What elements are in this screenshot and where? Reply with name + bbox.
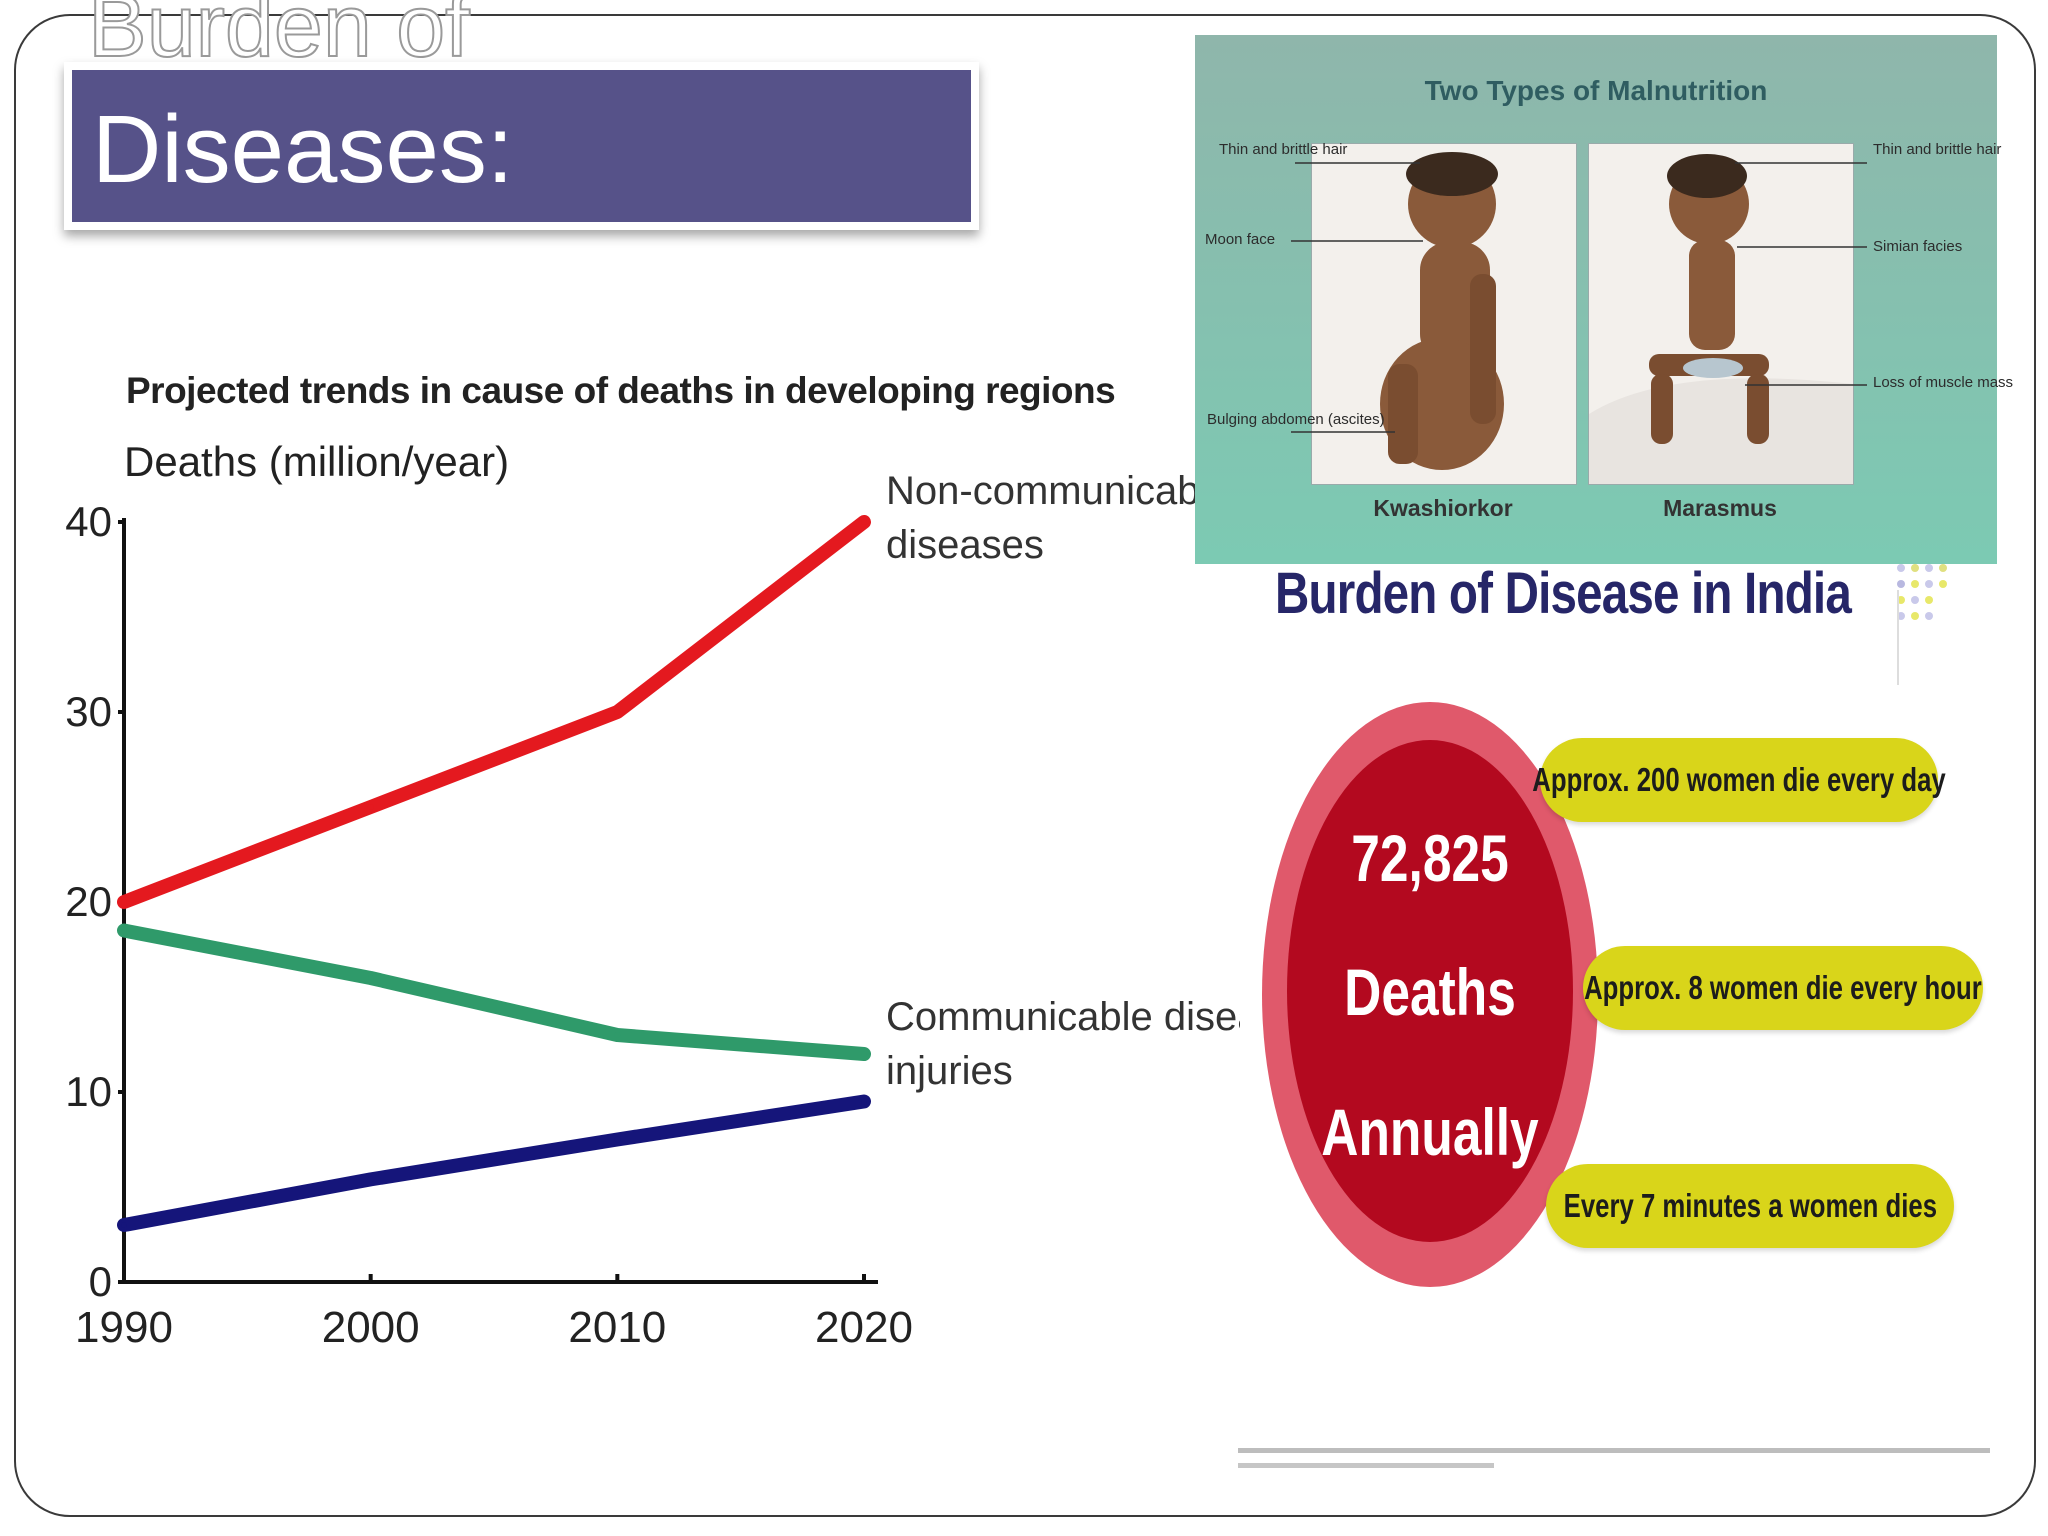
marasmus-illustration bbox=[1588, 143, 1854, 485]
label-bulging-abdomen: Bulging abdomen (ascites) bbox=[1207, 411, 1385, 428]
caption-marasmus: Marasmus bbox=[1663, 495, 1777, 521]
x-tick-label: 1990 bbox=[75, 1303, 173, 1352]
deaths-inner-circle: 72,825 Deaths Annually bbox=[1287, 740, 1573, 1242]
label-muscle-loss: Loss of muscle mass bbox=[1873, 374, 2014, 391]
data-point bbox=[861, 519, 867, 525]
malnutrition-panel: Two Types of Malnutrition Thin and britt… bbox=[1195, 35, 2013, 564]
deaths-count: 72,825 bbox=[1351, 821, 1509, 895]
data-point bbox=[121, 1222, 127, 1228]
y-tick-label: 20 bbox=[65, 878, 112, 925]
series-label: Non-communicable bbox=[886, 470, 1231, 513]
data-point bbox=[121, 899, 127, 905]
data-point bbox=[614, 1136, 621, 1143]
deaths-period: Annually bbox=[1321, 1095, 1539, 1169]
kwashiorkor-illustration bbox=[1311, 143, 1577, 485]
label-thin-hair-right: Thin and brittle hair bbox=[1873, 141, 2002, 158]
label-moon-face: Moon face bbox=[1205, 231, 1276, 248]
chart-title: Projected trends in cause of deaths in d… bbox=[126, 370, 1116, 411]
death-trends-chart: 0 10 20 30 40 1990 2000 2010 2020 Non-communicabl… bbox=[65, 470, 1240, 1352]
y-tick-label: 10 bbox=[65, 1068, 112, 1115]
label-simian-facies: Simian facies bbox=[1873, 238, 1963, 255]
data-point bbox=[367, 1176, 374, 1183]
label-thin-hair-left: Thin and brittle hair bbox=[1219, 141, 1348, 158]
x-tick-label: 2010 bbox=[568, 1303, 666, 1352]
caption-kwashiorkor: Kwashiorkor bbox=[1373, 495, 1513, 521]
malnutrition-leader-lines bbox=[1291, 162, 1867, 433]
y-tick-label: 30 bbox=[65, 688, 112, 735]
chart-y-axis-label: Deaths (million/year) bbox=[124, 438, 510, 485]
data-point bbox=[861, 1098, 867, 1105]
series-label: Communicable diseases bbox=[886, 995, 1240, 1039]
data-point bbox=[121, 927, 127, 934]
source-fine-print bbox=[1238, 1440, 1990, 1468]
slide-title-ghost: Burden of bbox=[87, 0, 471, 75]
series-label: injuries bbox=[886, 1049, 1013, 1093]
decorative-dots bbox=[1897, 564, 1947, 620]
series-line-0 bbox=[117, 515, 871, 909]
y-tick-label: 0 bbox=[89, 1258, 112, 1305]
y-tick-label: 40 bbox=[65, 498, 112, 545]
x-tick-label: 2000 bbox=[322, 1303, 420, 1352]
stat-pill-minutes: Every 7 minutes a women dies bbox=[1546, 1164, 1954, 1248]
decorative-divider bbox=[1897, 590, 1899, 685]
malnutrition-title: Two Types of Malnutrition bbox=[1424, 75, 1768, 106]
slide-title: Diseases: bbox=[72, 70, 971, 222]
stat-pill-daily: Approx. 200 women die every day bbox=[1532, 738, 1946, 822]
data-point bbox=[614, 709, 621, 715]
data-point bbox=[614, 1032, 621, 1038]
series-label: diseases bbox=[886, 523, 1044, 567]
data-point bbox=[367, 975, 374, 981]
slide-title-box: Diseases: bbox=[64, 62, 979, 230]
stat-pill-hourly: Approx. 8 women die every hour bbox=[1583, 946, 1983, 1030]
india-burden-title: Burden of Disease in India bbox=[1275, 561, 1852, 626]
data-point bbox=[861, 1051, 867, 1057]
x-tick-label: 2020 bbox=[815, 1303, 913, 1352]
series-line-2 bbox=[117, 1094, 871, 1232]
data-point bbox=[367, 804, 374, 810]
deaths-label: Deaths bbox=[1344, 955, 1516, 1029]
series-line-1 bbox=[117, 923, 871, 1061]
